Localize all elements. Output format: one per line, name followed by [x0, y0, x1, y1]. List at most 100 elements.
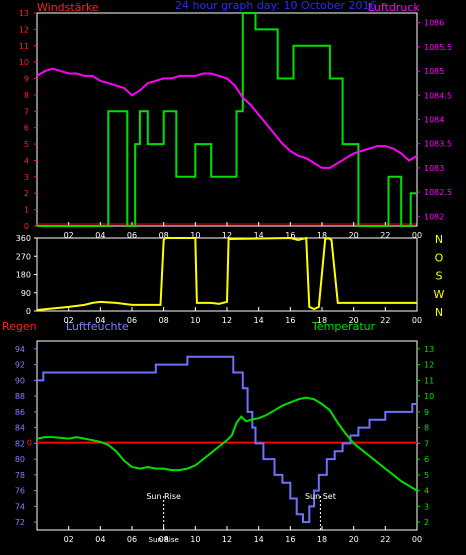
sun-annotation-0: Sun Rise [146, 492, 181, 501]
hum-tick-label-8: 88 [15, 392, 25, 401]
wind-tick-label-6: 6 [24, 124, 29, 133]
x-tick-label-2-3: 08 [159, 316, 169, 325]
luftdruck-label: Luftdruck [368, 1, 420, 14]
wind-tick-label-2: 2 [24, 189, 29, 198]
wind-tick-label-7: 7 [24, 107, 29, 116]
x-tick-label-1-1: 04 [95, 231, 105, 240]
panel-frame-1 [36, 12, 418, 227]
hum-tick-label-2: 76 [15, 487, 25, 496]
x-tick-label-3-2: 06 [127, 535, 137, 544]
x-tick-label-1-2: 06 [127, 231, 137, 240]
temp-tick-label-11: 13 [424, 345, 434, 354]
wind-series [37, 12, 417, 227]
x-tick-label-2-2: 06 [127, 316, 137, 325]
pressure-tick-label-3: 1083.5 [424, 140, 452, 149]
direction-series [36, 236, 417, 311]
temp-tick-label-10: 12 [424, 361, 434, 370]
pressure-tick-label-2: 1083 [424, 164, 444, 173]
dir-compass-label-1: W [434, 288, 445, 301]
hum-tick-label-7: 86 [15, 408, 25, 417]
x-tick-label-2-7: 16 [285, 316, 295, 325]
hum-tick-label-6: 84 [15, 424, 25, 433]
temperatur-label: Temperatur [311, 320, 376, 333]
x-tick-label-2-5: 12 [222, 316, 232, 325]
hum-tick-label-1: 74 [15, 502, 25, 511]
wind-tick-label-13: 13 [19, 9, 29, 18]
hum-tick-label-5: 82 [15, 439, 25, 448]
dir-compass-label-0: N [435, 306, 443, 319]
x-tick-label-3-7: 16 [285, 535, 295, 544]
wind-tick-label-5: 5 [24, 140, 29, 149]
dir-tick-label-3: 270 [16, 252, 31, 261]
x-tick-label-3-6: 14 [254, 535, 264, 544]
pressure-tick-label-7: 1085.5 [424, 43, 452, 52]
regen-label: Regen [2, 320, 37, 333]
x-tick-label-3-0: 02 [64, 535, 74, 544]
wind-tick-label-0: 0 [24, 222, 29, 231]
wind-tick-label-12: 12 [19, 25, 29, 34]
pressure-tick-label-4: 1084 [424, 116, 444, 125]
x-tick-label-3-11: 00 [412, 535, 422, 544]
wind-tick-label-3: 3 [24, 173, 29, 182]
chart-annotations: Sun Rise Sun Set Sun Rise [146, 492, 336, 544]
dir-compass-label-2: S [436, 270, 443, 283]
hum-tick-label-11: 94 [15, 345, 25, 354]
x-tick-label-3-1: 04 [95, 535, 105, 544]
wind-tick-label-11: 11 [19, 42, 29, 51]
hum-tick-label-4: 80 [15, 455, 25, 464]
temp-tick-label-6: 8 [424, 424, 429, 433]
pressure-tick-label-8: 1086 [424, 19, 444, 28]
x-tick-label-1-7: 16 [285, 231, 295, 240]
wind-tick-label-9: 9 [24, 75, 29, 84]
hum-tick-label-9: 90 [15, 376, 25, 385]
wind-tick-label-1: 1 [24, 206, 29, 215]
hum-tick-label-10: 92 [15, 361, 25, 370]
x-tick-label-3-5: 12 [222, 535, 232, 544]
pressure-tick-label-0: 1082 [424, 212, 444, 221]
x-tick-label-2-9: 20 [349, 316, 359, 325]
x-tick-label-2-10: 22 [380, 316, 390, 325]
x-tick-label-3-3: 08 [159, 535, 169, 544]
x-tick-label-2-4: 10 [190, 316, 200, 325]
wind-tick-label-10: 10 [19, 58, 29, 67]
pressure-tick-label-1: 1082.5 [424, 188, 452, 197]
wind-tick-label-8: 8 [24, 91, 29, 100]
x-tick-label-1-11: 00 [412, 231, 422, 240]
temp-tick-label-7: 9 [424, 408, 429, 417]
rain-tick-label-0: 0 [27, 439, 32, 448]
x-tick-label-1-4: 10 [190, 231, 200, 240]
chart-title: 24 hour graph day: 10 October 2016 [175, 0, 377, 12]
temp-tick-label-1: 3 [424, 502, 429, 511]
temp-tick-label-9: 11 [424, 376, 434, 385]
x-tick-label-2-1: 04 [95, 316, 105, 325]
dir-compass-label-3: O [435, 251, 444, 264]
pressure-series [36, 67, 418, 169]
temp-tick-label-0: 2 [424, 518, 429, 527]
x-tick-label-1-5: 12 [222, 231, 232, 240]
pressure-tick-label-6: 1085 [424, 67, 444, 76]
dir-tick-label-4: 360 [16, 234, 31, 243]
windstaerke-label: Windstärke [37, 1, 99, 14]
x-tick-label-3-9: 20 [349, 535, 359, 544]
hum-tick-label-3: 78 [15, 471, 25, 480]
temp-tick-label-5: 7 [424, 439, 429, 448]
temp-tick-label-4: 6 [424, 455, 429, 464]
x-tick-label-3-10: 22 [380, 535, 390, 544]
dir-tick-label-0: 0 [26, 307, 31, 316]
temp-tick-label-8: 10 [424, 392, 434, 401]
x-tick-label-1-9: 20 [349, 231, 359, 240]
x-tick-label-2-0: 02 [64, 316, 74, 325]
x-tick-label-1-3: 08 [159, 231, 169, 240]
humidity-series [37, 355, 417, 524]
chart-series [36, 12, 418, 524]
dir-tick-label-1: 90 [21, 289, 31, 298]
x-tick-label-1-10: 22 [380, 231, 390, 240]
hum-tick-label-0: 72 [15, 518, 25, 527]
sun-annotation-1: Sun Set [305, 492, 336, 501]
luftfeuchte-label: Luftfeuchte [66, 320, 129, 333]
dir-compass-label-4: N [435, 233, 443, 246]
wind-tick-label-4: 4 [24, 156, 29, 165]
dir-tick-label-2: 180 [16, 271, 31, 280]
temperature-series [36, 396, 418, 492]
